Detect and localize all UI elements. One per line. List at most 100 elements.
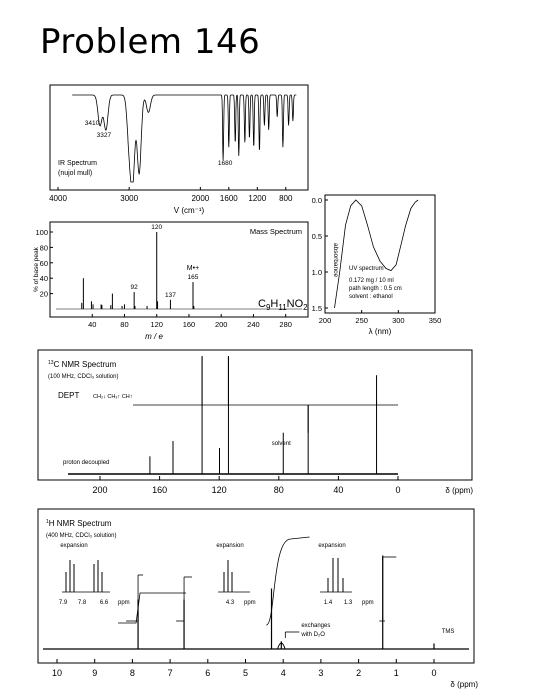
mass-x-label: m / e [145,332,163,341]
c13-frame [37,349,473,481]
mass-peak-label: 165 [188,274,199,281]
ir-peak-label: 3327 [97,132,112,139]
uv-info-line: solvent : ethanol [349,294,393,300]
uv-y-tick-label: 1.0 [312,268,322,277]
page-title: Problem 146 [40,22,261,62]
h1-integral-step [265,536,310,626]
uv-curve [334,199,419,309]
h1-x-tick-label: 5 [243,668,248,678]
mass-y-tick-label: 100 [35,228,48,237]
ir-tick-label: 1600 [220,194,238,203]
h1-expansion-tick-label: 1.4 [324,600,333,606]
c13-dept-label: DEPT [58,391,79,400]
h1-x-tick-label: 3 [318,668,323,678]
mass-title: Mass Spectrum [250,227,302,236]
h1-x-tick-label: 8 [130,668,135,678]
h1-x-tick-label: 10 [52,668,62,678]
c13-dept-legend: CH₂↓ CH₃↑ CH↑ [93,394,133,400]
h1-x-tick-label: 9 [92,668,97,678]
mass-peak-label: 137 [165,292,176,299]
uv-info-line: 0.172 mg / 10 ml [349,278,394,284]
mass-x-tick-label: 280 [279,320,292,329]
h1-x-tick-label: 6 [205,668,210,678]
uv-x-tick-label: 350 [429,316,442,325]
mass-formula: C9H11NO2 [258,298,308,312]
h1-x-tick-label: 0 [431,668,436,678]
mass-x-tick-label: 240 [247,320,260,329]
h1-integral [118,592,187,624]
uv-y-tick-label: 1.5 [312,304,322,313]
mass-x-tick-label: 80 [120,320,128,329]
uv-x-tick-label: 250 [355,316,368,325]
uv-frame [324,194,436,314]
h1-x-tick-label: 2 [356,668,361,678]
h1-x-label: δ (ppm) [450,680,478,689]
mass-peak-label: 92 [131,284,139,291]
ir-spectrum-line [72,94,297,183]
h1-expansion-tick-label: 7.8 [78,600,87,606]
mass-y-label: % of base peak [33,246,40,292]
h1-expansion-label: expansion [216,543,243,549]
uv-y-tick-label: 0.5 [312,232,322,241]
h1-expansion-label: expansion [60,543,87,549]
h1-expansion-unit: ppm [118,600,130,606]
ir-tick-label: 3000 [120,194,138,203]
c13-x-tick-label: 120 [212,485,227,495]
uv-x-tick-label: 200 [319,316,332,325]
ir-tick-label: 1200 [248,194,266,203]
ir-x-label: V (cm⁻¹) [174,206,205,215]
ir-tick-label: 4000 [49,194,67,203]
c13-x-tick-label: 160 [152,485,167,495]
h1-nh-peak [277,642,286,650]
h1-expansion-tick-label: 1.3 [344,600,353,606]
mass-y-tick-label: 40 [40,274,48,283]
uv-info-line: path length : 0.5 cm [349,286,402,292]
c13-x-tick-label: 80 [274,485,284,495]
h1-x-tick-label: 4 [281,668,286,678]
mass-frame [49,221,309,318]
h1-expansion-unit: ppm [362,600,374,606]
h1-exchange-label: exchanges [301,623,330,629]
mass-y-tick-label: 80 [40,243,48,252]
ir-peak-label: 1680 [218,160,233,167]
h1-tms-label: TMS [442,629,455,635]
h1-frame [37,508,475,664]
ir-tick-label: 2000 [191,194,209,203]
mass-x-tick-label: 200 [215,320,228,329]
mass-x-tick-label: 40 [88,320,96,329]
h1-expansion-tick-label: 4.3 [226,600,235,606]
ir-tick-label: 800 [279,194,293,203]
h1-x-tick-label: 1 [394,668,399,678]
h1-subtitle: (400 MHz, CDCl₃ solution) [46,533,116,539]
h1-expansion-tick-label: 7.9 [59,600,68,606]
c13-title: 13C NMR Spectrum [48,360,117,369]
mass-y-tick-label: 20 [40,290,48,299]
uv-info-title: UV spectrum [349,266,384,272]
h1-expansion-tick-label: 6.6 [100,600,109,606]
uv-x-tick-label: 300 [392,316,405,325]
ir-title: IR Spectrum [58,160,97,167]
h1-expansion-unit: ppm [244,600,256,606]
h1-x-tick-label: 7 [168,668,173,678]
uv-x-label: λ (nm) [369,327,392,336]
ir-peak-label: 3410 [85,120,100,127]
c13-x-tick-label: 200 [92,485,107,495]
uv-y-tick-label: 0.0 [312,196,322,205]
h1-exchange-label: with D₂O [300,632,325,638]
c13-x-label: δ (ppm) [445,486,473,495]
uv-y-label: absorbance [332,243,339,277]
ir-frame [49,84,309,191]
c13-subtitle: (100 MHz, CDCl₃ solution) [48,374,118,380]
ir-subtitle: (nujol mull) [58,170,92,177]
mass-x-tick-label: 120 [150,320,163,329]
h1-expansion-label: expansion [318,543,345,549]
mass-y-tick-label: 60 [40,259,48,268]
mass-peak-label: 120 [151,224,162,231]
mass-molecular-ion-label: M•+ [187,265,199,272]
c13-x-tick-label: 40 [333,485,343,495]
h1-title: 1H NMR Spectrum [46,519,112,528]
c13-solvent-label: solvent [272,441,291,447]
mass-x-tick-label: 160 [183,320,196,329]
c13-decoupled-label: proton decoupled [63,460,109,466]
